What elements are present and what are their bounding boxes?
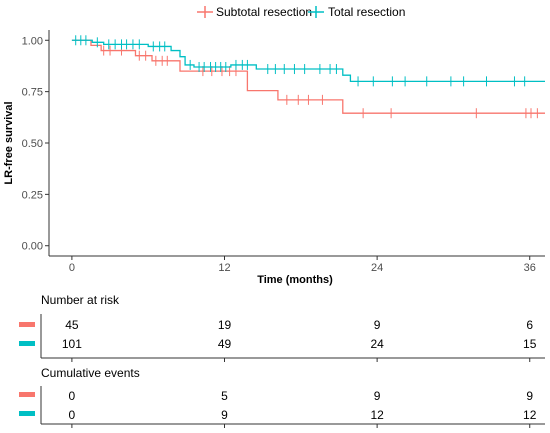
legend: Subtotal resection Total resection [197, 5, 405, 19]
x-tick-label: 36 [524, 262, 536, 274]
x-tick-label: 0 [69, 262, 75, 274]
events-table-cells: 0 5 9 9 0 9 12 12 [69, 389, 537, 422]
y-tick-label: 0.25 [22, 189, 43, 201]
risk-cell: 24 [370, 337, 384, 351]
risk-table-cells: 45 19 9 6 101 49 24 15 [62, 318, 537, 351]
y-tick-label: 0.50 [22, 138, 43, 150]
legend-label-total: Total resection [328, 5, 405, 19]
y-tick-label: 1.00 [22, 35, 43, 47]
y-tick-label: 0.75 [22, 87, 43, 99]
events-table-ticks [71, 424, 531, 428]
x-axis-title: Time (months) [257, 274, 333, 286]
events-row-subtotal-swatch [19, 392, 35, 397]
x-axis-ticks: 0 12 24 36 [69, 256, 536, 274]
x-tick-label: 12 [218, 262, 230, 274]
events-cell: 0 [69, 389, 76, 403]
legend-item-subtotal: Subtotal resection [197, 5, 312, 19]
events-cell: 12 [523, 408, 537, 422]
events-cell: 5 [221, 389, 228, 403]
y-axis-ticks: 0.00 0.25 0.50 0.75 1.00 [22, 35, 49, 253]
plot-panel: 0.00 0.25 0.50 0.75 1.00 0 12 24 36 LR-free sur… [3, 30, 545, 286]
risk-cell: 49 [218, 337, 232, 351]
survival-curve-total [71, 39, 545, 83]
survival-curves [71, 35, 545, 119]
events-cell: 9 [374, 389, 381, 403]
x-tick-label: 24 [371, 262, 383, 274]
risk-row-subtotal-swatch [19, 322, 35, 327]
legend-label-subtotal: Subtotal resection [216, 5, 312, 19]
y-axis-title: LR-free survival [3, 101, 15, 184]
risk-table: Number at risk 45 19 9 6 101 49 24 15 [19, 293, 545, 362]
survival-curve-subtotal [71, 39, 545, 114]
risk-cell: 101 [62, 337, 82, 351]
events-cell: 0 [69, 408, 76, 422]
risk-cell: 15 [523, 337, 537, 351]
risk-cell: 19 [218, 318, 232, 332]
events-cell: 12 [370, 408, 384, 422]
risk-cell: 45 [65, 318, 79, 332]
risk-cell: 9 [374, 318, 381, 332]
risk-row-total-swatch [19, 341, 35, 346]
y-tick-label: 0.00 [22, 241, 43, 253]
legend-item-total: Total resection [308, 5, 405, 19]
events-cell: 9 [526, 389, 533, 403]
events-table: Cumulative events 0 5 9 9 0 9 12 12 [19, 366, 545, 428]
risk-table-ticks [71, 358, 531, 362]
risk-cell: 6 [526, 318, 533, 332]
events-cell: 9 [221, 408, 228, 422]
events-table-title: Cumulative events [41, 366, 140, 380]
events-row-total-swatch [19, 411, 35, 416]
risk-table-title: Number at risk [41, 293, 120, 307]
